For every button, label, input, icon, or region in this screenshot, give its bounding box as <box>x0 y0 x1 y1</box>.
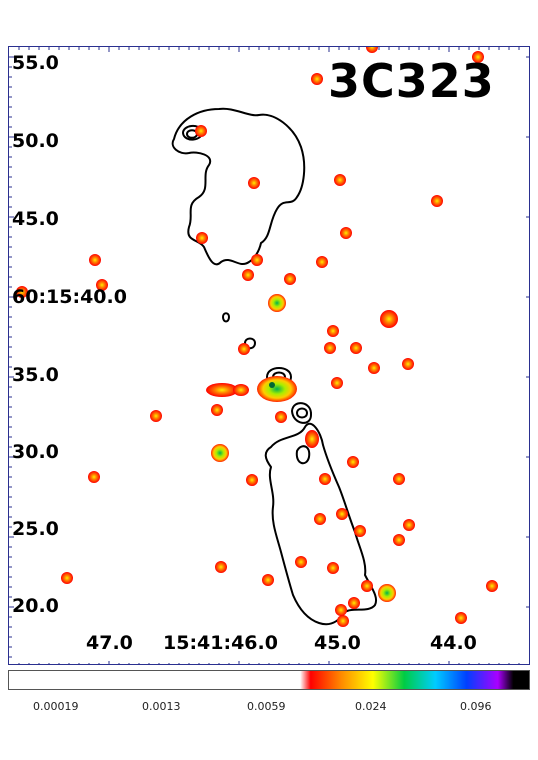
colorbar-label-5: 0.096 <box>460 700 492 713</box>
colorbar-label-4: 0.024 <box>355 700 387 713</box>
sky-image <box>9 47 529 664</box>
ra-label-46: 15:41:46.0 <box>163 632 278 654</box>
radio-contours <box>171 107 377 626</box>
dec-label-55: 55.0 <box>12 52 59 74</box>
colorbar-label-2: 0.0013 <box>142 700 181 713</box>
colorbar-label-3: 0.0059 <box>247 700 286 713</box>
north-lobe-contour <box>171 107 306 266</box>
dec-label-25: 25.0 <box>12 518 59 540</box>
emission-sources <box>16 47 498 627</box>
dec-label-40: 60:15:40.0 <box>12 286 127 308</box>
dec-label-45: 45.0 <box>12 208 59 230</box>
image-frame <box>8 46 530 665</box>
dec-label-50: 50.0 <box>12 130 59 152</box>
dec-label-35: 35.0 <box>12 364 59 386</box>
south-lobe-contour <box>264 422 377 626</box>
ra-label-44: 44.0 <box>430 632 477 654</box>
colorbar <box>8 670 530 690</box>
dec-label-20: 20.0 <box>12 595 59 617</box>
object-title: 3C323 <box>328 54 495 108</box>
colorbar-label-1: 0.00019 <box>33 700 79 713</box>
ra-label-45: 45.0 <box>314 632 361 654</box>
ra-label-47: 47.0 <box>86 632 133 654</box>
axis-ticks <box>9 47 529 664</box>
dec-label-30: 30.0 <box>12 441 59 463</box>
